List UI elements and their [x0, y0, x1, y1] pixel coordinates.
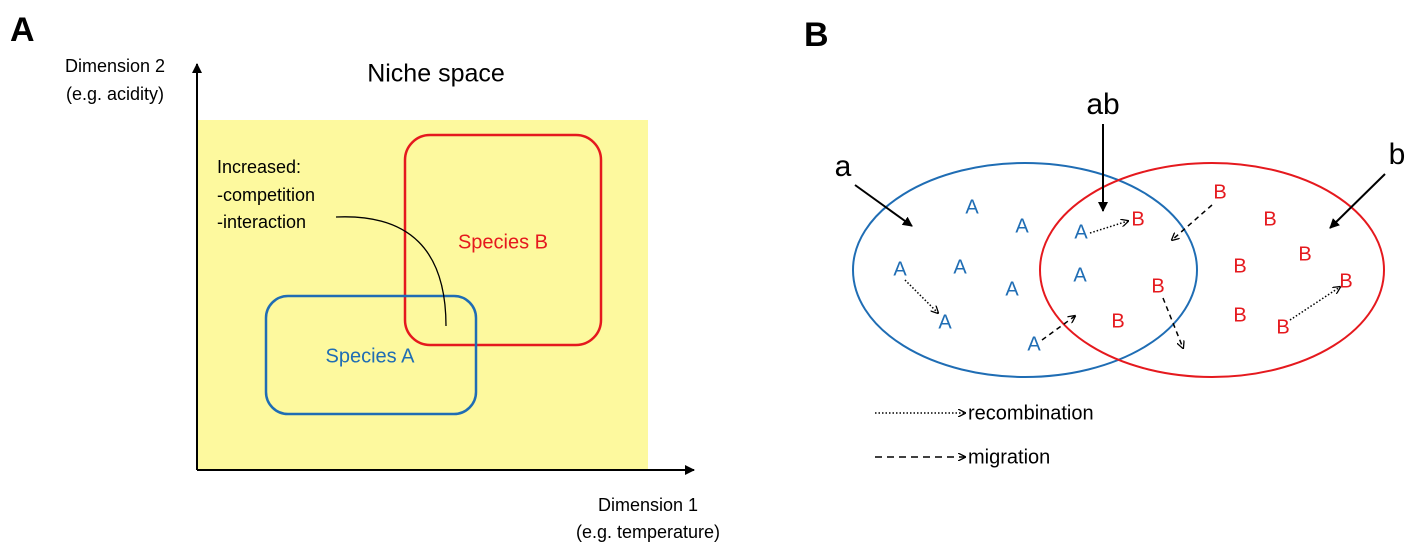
individual-b: B	[1151, 275, 1164, 297]
gene-flow-arrows	[875, 204, 1340, 457]
individual-a: A	[1074, 221, 1088, 243]
pointer-arrow	[854, 184, 913, 227]
migration-arrow	[1162, 297, 1183, 348]
region-label: a	[835, 150, 852, 183]
recombination-arrow	[1289, 287, 1340, 321]
individual-b: B	[1111, 310, 1124, 332]
species-b-region	[403, 133, 603, 347]
region-label: ab	[1086, 88, 1119, 121]
annotation: Increased:	[217, 157, 301, 177]
individual-a: A	[953, 256, 967, 278]
annotation: -competition	[217, 185, 315, 205]
individual-a: A	[965, 196, 979, 218]
species-label: Species B	[458, 231, 548, 253]
legend-label: recombination	[968, 402, 1094, 424]
region-label: b	[1389, 138, 1406, 171]
individual-a: A	[938, 311, 952, 333]
individual-a: A	[893, 258, 907, 280]
legend-label: migration	[968, 446, 1050, 468]
species-label: Species A	[326, 345, 416, 367]
individual-b: B	[1131, 208, 1144, 230]
individual-b: B	[1233, 304, 1246, 326]
individual-b: B	[1213, 181, 1226, 203]
species-a-region	[264, 294, 478, 416]
individual-b: B	[1339, 270, 1352, 292]
individual-b: B	[1276, 316, 1289, 338]
panel-label: B	[804, 16, 829, 54]
y-axis-label: (e.g. acidity)	[66, 84, 164, 104]
population-a	[852, 162, 1198, 378]
annotation: -interaction	[217, 212, 306, 232]
pointer-arrow	[1329, 173, 1386, 229]
individual-a: A	[1015, 215, 1029, 237]
annotation-curve	[335, 216, 447, 327]
x-axis-label: (e.g. temperature)	[576, 522, 720, 542]
individual-b: B	[1298, 243, 1311, 265]
individual-a: A	[1027, 333, 1041, 355]
individual-a: A	[1005, 278, 1019, 300]
y-axis-label: Dimension 2	[65, 56, 165, 76]
title: Niche space	[367, 60, 505, 88]
panel-label: A	[10, 11, 35, 49]
recombination-arrow	[1089, 221, 1128, 234]
individual-b: B	[1263, 208, 1276, 230]
individual-b: B	[1233, 255, 1246, 277]
x-axis-label: Dimension 1	[598, 495, 698, 515]
migration-arrow	[1041, 316, 1075, 341]
population-b	[1039, 162, 1385, 378]
recombination-arrow	[904, 279, 938, 313]
individual-a: A	[1073, 264, 1087, 286]
